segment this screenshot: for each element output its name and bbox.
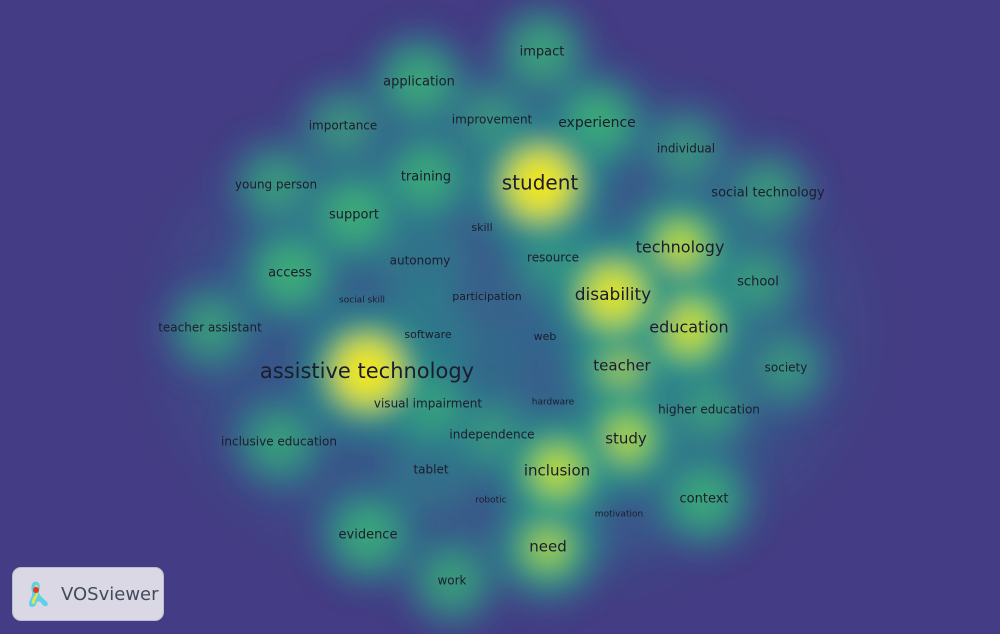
- term-label[interactable]: experience: [558, 115, 636, 131]
- term-label[interactable]: context: [680, 492, 729, 507]
- density-blob-peak: [334, 339, 400, 405]
- term-label[interactable]: assistive technology: [260, 359, 474, 383]
- density-blob-core: [251, 414, 307, 470]
- term-label[interactable]: higher education: [658, 403, 760, 417]
- density-blob-peak: [507, 151, 573, 217]
- vosviewer-logo: VOSviewer: [12, 567, 164, 621]
- term-label[interactable]: education: [649, 318, 728, 337]
- density-blob-core: [322, 183, 386, 247]
- density-blob-peak: [666, 305, 712, 351]
- term-label[interactable]: motivation: [595, 510, 643, 520]
- term-label[interactable]: inclusive education: [221, 435, 337, 449]
- term-label[interactable]: software: [404, 328, 451, 341]
- term-label[interactable]: importance: [309, 119, 378, 133]
- density-blob-core: [388, 51, 450, 113]
- term-label[interactable]: student: [502, 171, 579, 195]
- term-label[interactable]: need: [529, 538, 567, 556]
- term-label[interactable]: hardware: [532, 398, 575, 408]
- term-label[interactable]: resource: [527, 251, 579, 265]
- density-blob-core: [512, 22, 572, 82]
- term-label[interactable]: disability: [575, 285, 651, 305]
- term-label[interactable]: improvement: [452, 113, 533, 127]
- term-label[interactable]: web: [534, 330, 557, 343]
- term-label[interactable]: young person: [235, 178, 317, 192]
- term-label[interactable]: independence: [449, 428, 534, 442]
- term-label[interactable]: support: [329, 208, 379, 223]
- density-blob-peak: [607, 420, 645, 458]
- term-label[interactable]: tablet: [413, 463, 448, 477]
- term-label[interactable]: application: [383, 75, 455, 90]
- density-blob-core: [741, 166, 795, 220]
- density-blob-core: [337, 504, 399, 566]
- term-label[interactable]: teacher: [593, 357, 651, 375]
- term-label[interactable]: autonomy: [390, 254, 451, 268]
- term-label[interactable]: inclusion: [524, 462, 590, 480]
- density-blob-core: [249, 158, 303, 212]
- term-label[interactable]: visual impairment: [374, 397, 483, 411]
- density-blob-core: [258, 241, 322, 305]
- term-label[interactable]: society: [765, 361, 808, 375]
- term-label[interactable]: skill: [471, 221, 492, 234]
- density-blob-peak: [531, 530, 565, 564]
- density-blob-peak: [585, 267, 641, 323]
- vosviewer-logo-icon: [29, 581, 48, 607]
- density-blob-core: [731, 255, 785, 309]
- term-label[interactable]: impact: [520, 45, 565, 60]
- density-blob-core: [183, 301, 237, 355]
- term-label[interactable]: study: [605, 430, 647, 448]
- term-label[interactable]: training: [401, 170, 451, 185]
- density-blob-core: [424, 553, 480, 609]
- term-label[interactable]: individual: [657, 142, 715, 156]
- term-label[interactable]: teacher assistant: [158, 321, 262, 335]
- density-blob-core: [673, 468, 735, 530]
- term-label[interactable]: robotic: [475, 496, 506, 506]
- term-label[interactable]: evidence: [339, 528, 398, 543]
- vosviewer-logo-text: VOSviewer: [61, 583, 159, 605]
- term-label[interactable]: technology: [636, 238, 725, 257]
- density-blob-peak: [536, 450, 578, 492]
- term-label[interactable]: school: [737, 275, 779, 290]
- density-blob-core: [395, 146, 457, 208]
- term-label[interactable]: access: [268, 266, 312, 281]
- term-label[interactable]: work: [437, 574, 466, 588]
- density-blob-core: [660, 123, 712, 175]
- term-label[interactable]: participation: [452, 290, 522, 303]
- term-label[interactable]: social technology: [711, 186, 825, 201]
- density-blob-core: [317, 100, 369, 152]
- density-blob-core: [682, 383, 736, 437]
- term-label[interactable]: social skill: [339, 296, 385, 306]
- density-blob-peak: [659, 227, 701, 269]
- density-blob-core: [760, 342, 812, 394]
